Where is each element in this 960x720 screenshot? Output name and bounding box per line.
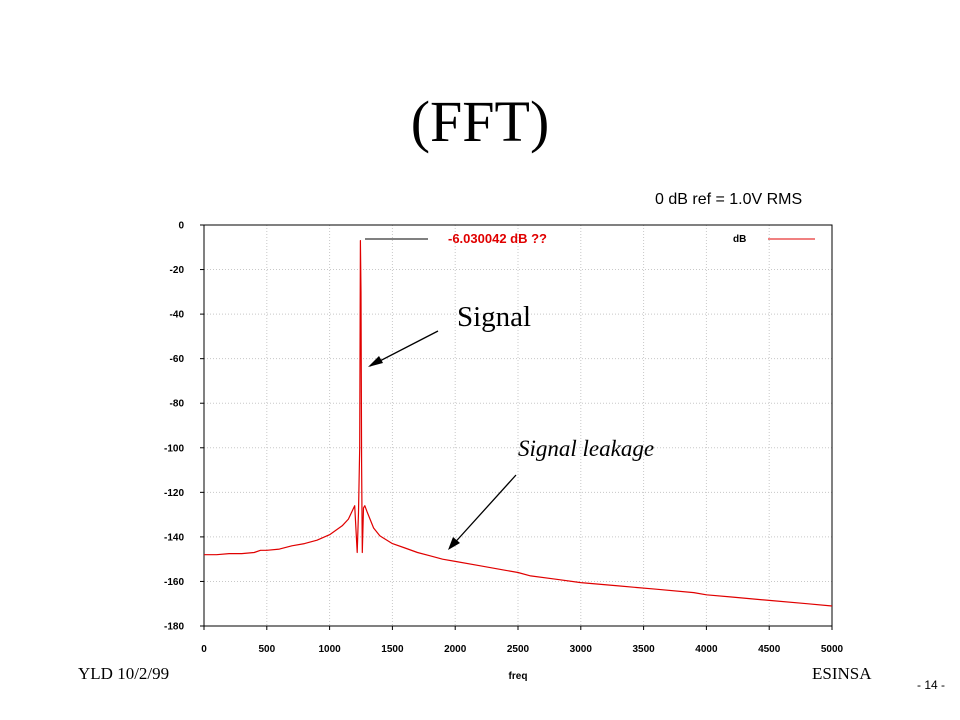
series-line-dB — [204, 240, 833, 607]
x-axis-ticks: 0 500 1000 1500 2000 2500 3000 3500 4000 4500 5000 — [201, 626, 844, 655]
y-tick-label: -20 — [170, 265, 185, 276]
annotation-leakage: Signal leakage — [518, 436, 654, 461]
x-tick-label: 5000 — [821, 644, 844, 655]
y-tick-label: -180 — [164, 622, 184, 633]
y-tick-label: -60 — [170, 354, 185, 365]
x-tick-label: 2500 — [507, 644, 530, 655]
y-tick-label: -140 — [164, 532, 184, 543]
legend-label-db: dB — [733, 234, 746, 245]
annotation-signal-arrowhead — [368, 356, 383, 367]
y-tick-label: -80 — [170, 399, 185, 410]
x-tick-label: 3000 — [570, 644, 593, 655]
grid-lines — [203, 224, 833, 627]
series-layer — [204, 240, 833, 607]
annotation-leakage-arrow — [449, 474, 517, 549]
y-tick-label: -100 — [164, 443, 184, 454]
peak-label: -6.030042 dB ?? — [448, 231, 547, 246]
y-tick-label: -160 — [164, 577, 184, 588]
reference-note: 0 dB ref = 1.0V RMS — [655, 191, 803, 208]
y-axis-ticks: 0 -20 -40 -60 -80 -100 -120 -140 -160 -180 — [164, 221, 204, 633]
y-tick-label: 0 — [178, 221, 184, 232]
x-tick-label: 500 — [258, 644, 275, 655]
x-tick-label: 0 — [201, 644, 207, 655]
annotation-leakage-arrowhead — [448, 537, 460, 550]
x-axis-label: freq — [509, 671, 528, 682]
page-number: - 14 - — [917, 678, 946, 692]
slide-title: (FFT) — [410, 89, 550, 154]
footer-org: ESINSA — [812, 664, 872, 683]
x-tick-label: 4000 — [695, 644, 718, 655]
annotation-signal: Signal — [457, 301, 531, 333]
x-tick-label: 3500 — [632, 644, 655, 655]
x-tick-label: 1500 — [381, 644, 404, 655]
y-tick-label: -40 — [170, 310, 185, 321]
x-tick-label: 2000 — [444, 644, 467, 655]
x-tick-label: 4500 — [758, 644, 781, 655]
footer-date: YLD 10/2/99 — [78, 664, 170, 683]
y-tick-label: -120 — [164, 488, 184, 499]
x-tick-label: 1000 — [318, 644, 341, 655]
